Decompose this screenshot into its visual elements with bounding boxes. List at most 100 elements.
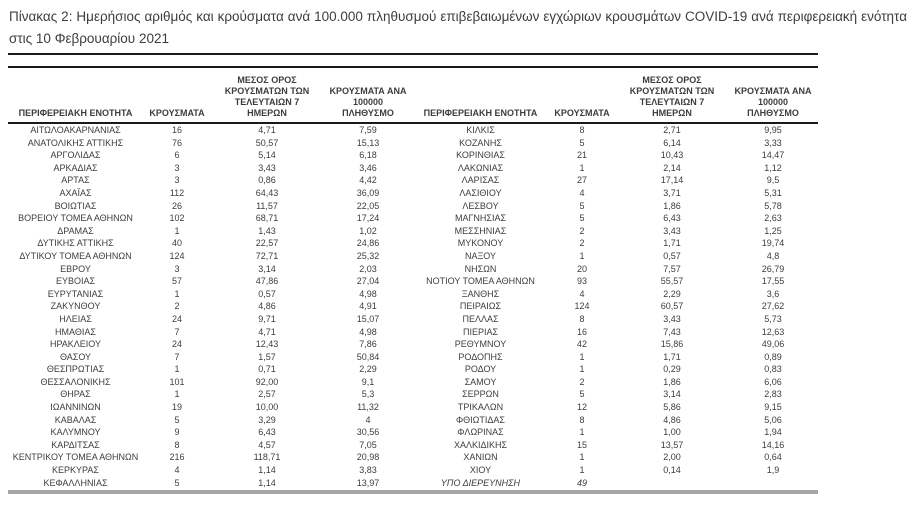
cases-cell: 101 <box>169 376 185 387</box>
cases-cell: 124 <box>574 301 590 312</box>
avg-cell: 10,43 <box>660 150 684 161</box>
per-100k-cell: 19,74 <box>761 238 785 249</box>
avg-cell: 1,86 <box>663 376 681 387</box>
cases-cell: 12 <box>576 402 587 413</box>
region-name-cell: ΜΕΣΣΗΝΙΑΣ <box>454 225 507 236</box>
avg-cell: 1,14 <box>258 465 276 476</box>
per-100k-cell: 30,56 <box>356 427 380 438</box>
cases-cell: 1 <box>579 452 585 463</box>
avg-cell: 22,57 <box>255 238 279 249</box>
per-100k-cell: 11,32 <box>357 402 379 413</box>
avg-cell: 3,14 <box>663 389 681 400</box>
avg-cell: 4,57 <box>258 439 276 450</box>
region-name-cell: ΘΑΣΟΥ <box>59 351 92 362</box>
avg-cell: 3,29 <box>258 414 276 425</box>
per-100k-cell: 15,07 <box>356 313 380 324</box>
per-100k-cell: 4,98 <box>359 326 377 337</box>
region-name-cell: ΣΑΜΟΥ <box>464 376 497 387</box>
cases-cell: 2 <box>579 376 585 387</box>
avg-cell <box>616 477 728 490</box>
per-100k-cell: 0,64 <box>764 452 782 463</box>
region-name-cell: ΑΝΑΤΟΛΙΚΗΣ ΑΤΤΙΚΗΣ <box>27 137 124 148</box>
per-100k-cell: 9,5 <box>766 175 780 186</box>
cases-cell: 1 <box>174 288 180 299</box>
per-100k-cell: 9,1 <box>361 376 375 387</box>
avg-cell: 118,71 <box>253 452 281 463</box>
cases-cell: 3 <box>174 162 180 173</box>
avg-cell: 1,43 <box>258 225 276 236</box>
region-name-cell: ΑΡΚΑΔΙΑΣ <box>53 162 98 173</box>
cases-cell: 4 <box>579 187 585 198</box>
avg-cell: 3,43 <box>663 225 681 236</box>
cases-cell: 5 <box>579 213 585 224</box>
per-100k-cell: 5,73 <box>764 313 782 324</box>
avg-cell: 92,00 <box>255 376 279 387</box>
avg-cell: 1,86 <box>663 200 681 211</box>
per-100k-cell: 2,63 <box>764 213 782 224</box>
region-name-cell: ΦΛΩΡΙΝΑΣ <box>457 427 504 438</box>
region-name-cell: ΑΡΤΑΣ <box>61 175 90 186</box>
region-name-cell: ΣΕΡΡΩΝ <box>462 389 499 400</box>
region-name-cell: ΠΙΕΡΙΑΣ <box>462 326 499 337</box>
cases-cell: 1 <box>579 465 585 476</box>
cases-cell: 102 <box>169 213 185 224</box>
region-name-cell: ΗΡΑΚΛΕΙΟΥ <box>49 339 102 350</box>
cases-cell: 1 <box>579 364 585 375</box>
per-100k-cell <box>728 477 818 490</box>
region-name-cell: ΗΜΑΘΙΑΣ <box>55 326 96 337</box>
per-100k-cell: 6,18 <box>359 150 377 161</box>
avg-cell: 3,43 <box>663 313 681 324</box>
per-100k-cell: 4,42 <box>359 175 377 186</box>
cases-cell: 49 <box>576 477 587 488</box>
region-name-cell: ΗΛΕΙΑΣ <box>59 313 92 324</box>
header-7day-avg-left: ΜΕΣΟΣ ΟΡΟΣ ΚΡΟΥΣΜΑΤΩΝ ΤΩΝ ΤΕΛΕΥΤΑΙΩΝ 7 Η… <box>224 75 310 118</box>
region-name-cell: ΑΡΓΟΛΙΔΑΣ <box>50 150 101 161</box>
region-name-cell: ΚΙΛΚΙΣ <box>466 125 495 135</box>
region-name-cell: ΖΑΚΥΝΘΟΥ <box>50 301 101 312</box>
avg-cell: 1,14 <box>258 477 276 488</box>
per-100k-cell: 4 <box>365 414 371 425</box>
avg-cell: 64,43 <box>255 187 279 198</box>
per-100k-cell: 25,32 <box>356 250 380 261</box>
cases-cell: 1 <box>579 351 585 362</box>
avg-cell: 0,71 <box>258 364 276 375</box>
header-per-100k-left: ΚΡΟΥΣΜΑΤΑ ΑΝΑ 100000 ΠΛΗΘΥΣΜΟ <box>329 86 407 118</box>
region-name-cell: ΤΡΙΚΑΛΩΝ <box>457 402 504 413</box>
region-name-cell: ΝΟΤΙΟΥ ΤΟΜΕΑ ΑΘΗΝΩΝ <box>426 276 535 287</box>
cases-cell: 9 <box>174 427 180 438</box>
cases-cell: 1 <box>579 427 585 438</box>
region-name-cell: ΚΕΦΑΛΛΗΝΙΑΣ <box>43 477 108 488</box>
avg-cell: 15,86 <box>660 339 684 350</box>
avg-cell: 7,43 <box>663 326 681 337</box>
per-100k-cell: 7,05 <box>359 439 377 450</box>
avg-cell: 50,57 <box>255 137 279 148</box>
per-100k-cell: 17,24 <box>356 213 380 224</box>
per-100k-cell: 14,47 <box>761 150 785 161</box>
avg-cell: 2,00 <box>663 452 681 463</box>
header-region-left: ΠΕΡΙΦΕΡΕΙΑΚΗ ΕΝΟΤΗΤΑ <box>18 108 133 118</box>
avg-cell: 60,57 <box>660 301 684 312</box>
per-100k-cell: 50,84 <box>356 351 380 362</box>
cases-cell: 5 <box>579 389 585 400</box>
cases-cell: 16 <box>576 326 587 337</box>
region-name-cell: ΚΑΡΔΙΤΣΑΣ <box>51 439 100 450</box>
cases-cell: 3 <box>174 263 180 274</box>
avg-cell: 72,71 <box>255 250 279 261</box>
header-cases-left: ΚΡΟΥΣΜΑΤΑ <box>149 108 205 118</box>
region-name-cell: ΔΥΤΙΚΟΥ ΤΟΜΕΑ ΑΘΗΝΩΝ <box>19 250 132 261</box>
avg-cell: 13,57 <box>660 439 684 450</box>
cases-cell: 26 <box>171 200 182 211</box>
rows-right: ΚΙΛΚΙΣ 8 2,71 9,95 ΚΟΖΑΝΗΣ 5 6,14 3,33 ΚΟΡΙΝΘΙΑΣ… <box>413 124 818 489</box>
avg-cell: 3,71 <box>663 187 681 198</box>
avg-cell: 2,71 <box>663 125 681 135</box>
avg-cell: 3,43 <box>258 162 276 173</box>
avg-cell: 0,57 <box>663 250 681 261</box>
cases-cell: 4 <box>174 465 180 476</box>
cases-cell: 27 <box>576 175 587 186</box>
avg-cell: 11,57 <box>256 200 278 211</box>
cases-cell: 76 <box>171 137 182 148</box>
region-name-cell: ΝΗΣΩΝ <box>464 263 497 274</box>
region-name-cell: ΔΡΑΜΑΣ <box>57 225 94 236</box>
region-name-cell: ΚΑΛΥΜΝΟΥ <box>50 427 101 438</box>
per-100k-cell: 17,55 <box>761 276 785 287</box>
